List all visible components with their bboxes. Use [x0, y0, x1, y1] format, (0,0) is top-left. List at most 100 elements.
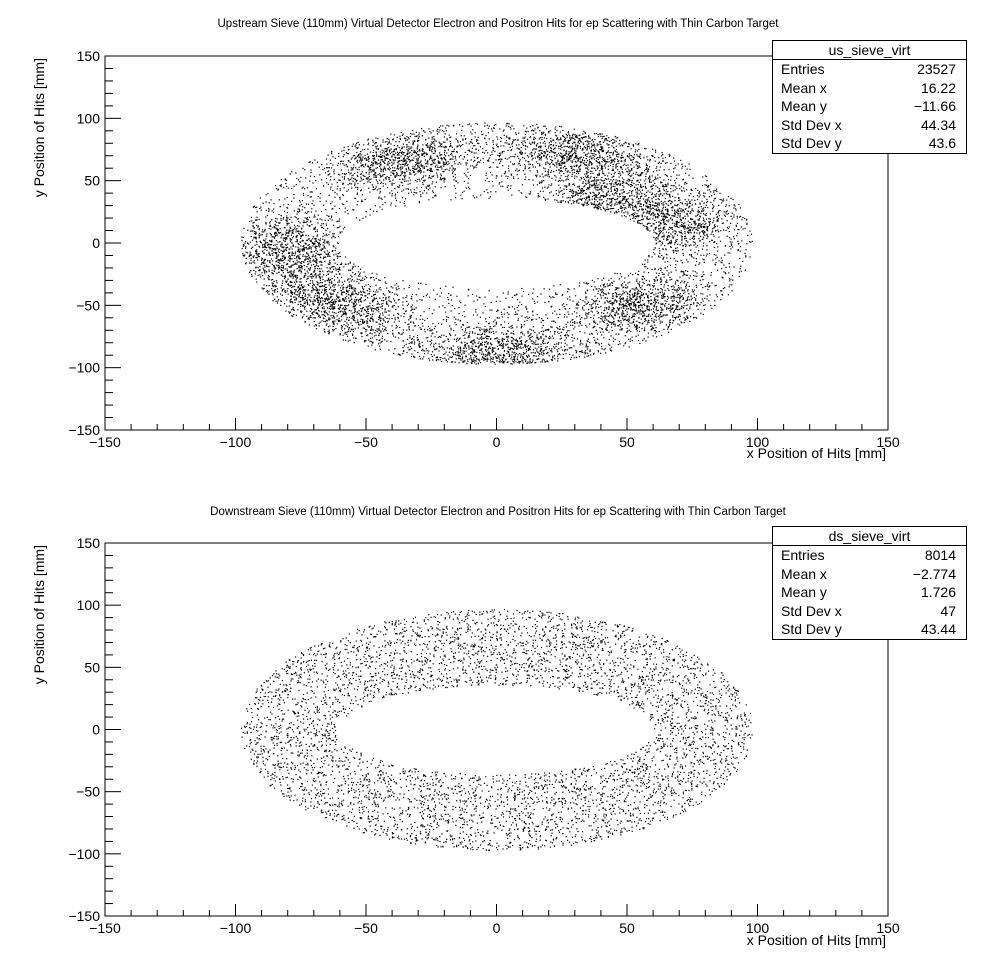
scatter-point: [432, 345, 435, 347]
scatter-point: [379, 188, 382, 190]
scatter-point: [546, 158, 548, 160]
scatter-point: [308, 295, 310, 297]
scatter-point: [618, 319, 620, 322]
scatter-point: [287, 207, 289, 209]
scatter-point: [715, 254, 717, 256]
scatter-point: [416, 300, 418, 302]
scatter-point: [579, 138, 581, 140]
scatter-point: [562, 349, 564, 351]
scatter-point: [588, 182, 590, 184]
scatter-point: [601, 195, 603, 197]
scatter-point: [619, 273, 621, 275]
scatter-point: [695, 284, 697, 286]
scatter-point: [552, 346, 555, 348]
scatter-point: [593, 194, 595, 196]
scatter-point: [527, 311, 529, 313]
scatter-point: [602, 158, 604, 160]
scatter-point: [639, 200, 641, 202]
scatter-point: [308, 261, 310, 263]
scatter-point: [597, 174, 599, 177]
scatter-point: [669, 322, 672, 324]
scatter-point: [315, 249, 317, 251]
scatter-point: [501, 358, 503, 360]
scatter-point: [298, 295, 300, 297]
scatter-point: [498, 344, 500, 346]
scatter-point: [573, 128, 575, 130]
scatter-point: [694, 222, 696, 224]
scatter-point: [368, 142, 370, 144]
scatter-point: [567, 291, 569, 293]
scatter-point: [640, 294, 642, 296]
scatter-point: [677, 284, 679, 286]
scatter-point: [443, 146, 445, 148]
scatter-point: [686, 189, 688, 191]
scatter-point: [486, 359, 488, 361]
scatter-point: [504, 349, 506, 352]
scatter-point: [337, 185, 339, 187]
scatter-point: [624, 309, 627, 312]
scatter-point: [624, 158, 626, 160]
scatter-point: [558, 328, 560, 330]
scatter-point: [554, 165, 556, 167]
scatter-point: [503, 343, 505, 345]
scatter-point: [706, 226, 708, 228]
scatter-point: [293, 293, 296, 295]
scatter-point: [301, 284, 303, 286]
scatter-point: [695, 316, 697, 318]
scatter-point: [543, 196, 545, 198]
scatter-point: [521, 153, 523, 155]
scatter-point: [625, 216, 627, 218]
scatter-point: [595, 169, 597, 171]
scatter-point: [749, 241, 751, 243]
scatter-point: [566, 160, 568, 162]
scatter-point: [510, 173, 512, 175]
scatter-point: [587, 196, 589, 198]
scatter-point: [386, 138, 388, 140]
scatter-point: [586, 145, 589, 148]
scatter-point: [511, 340, 513, 342]
scatter-point: [269, 253, 271, 255]
scatter-point: [488, 322, 491, 324]
scatter-point: [603, 207, 605, 210]
scatter-point: [523, 334, 525, 336]
scatter-point: [576, 338, 579, 340]
scatter-point: [577, 194, 579, 196]
scatter-point: [572, 321, 574, 323]
scatter-point: [497, 355, 499, 357]
scatter-point: [278, 231, 280, 233]
scatter-point: [657, 217, 659, 219]
scatter-point: [356, 204, 358, 206]
scatter-point: [589, 342, 591, 344]
scatter-point: [279, 241, 281, 243]
scatter-point: [700, 226, 702, 229]
scatter-point: [616, 296, 618, 298]
scatter-point: [244, 242, 246, 244]
scatter-point: [572, 300, 574, 302]
scatter-point: [315, 328, 318, 330]
scatter-point: [481, 338, 483, 340]
scatter-point: [508, 323, 510, 325]
scatter-point: [372, 313, 374, 315]
scatter-point: [676, 177, 678, 179]
scatter-point: [656, 336, 658, 338]
scatter-point: [576, 156, 578, 159]
scatter-point: [354, 301, 356, 303]
scatter-point: [507, 185, 509, 187]
scatter-point: [414, 135, 416, 137]
scatter-point: [428, 146, 430, 149]
scatter-point: [639, 322, 641, 324]
scatter-point: [661, 203, 663, 205]
scatter-point: [329, 218, 331, 220]
scatter-point: [508, 348, 510, 351]
scatter-point: [623, 315, 625, 317]
scatter-point: [554, 199, 556, 201]
scatter-point: [543, 359, 545, 361]
scatter-point: [665, 314, 667, 316]
scatter-point: [313, 321, 315, 323]
scatter-point: [647, 229, 649, 231]
scatter-point: [377, 137, 379, 140]
scatter-point: [320, 225, 322, 227]
scatter-point: [682, 178, 685, 180]
scatter-point: [625, 207, 627, 209]
scatter-point: [438, 343, 440, 345]
